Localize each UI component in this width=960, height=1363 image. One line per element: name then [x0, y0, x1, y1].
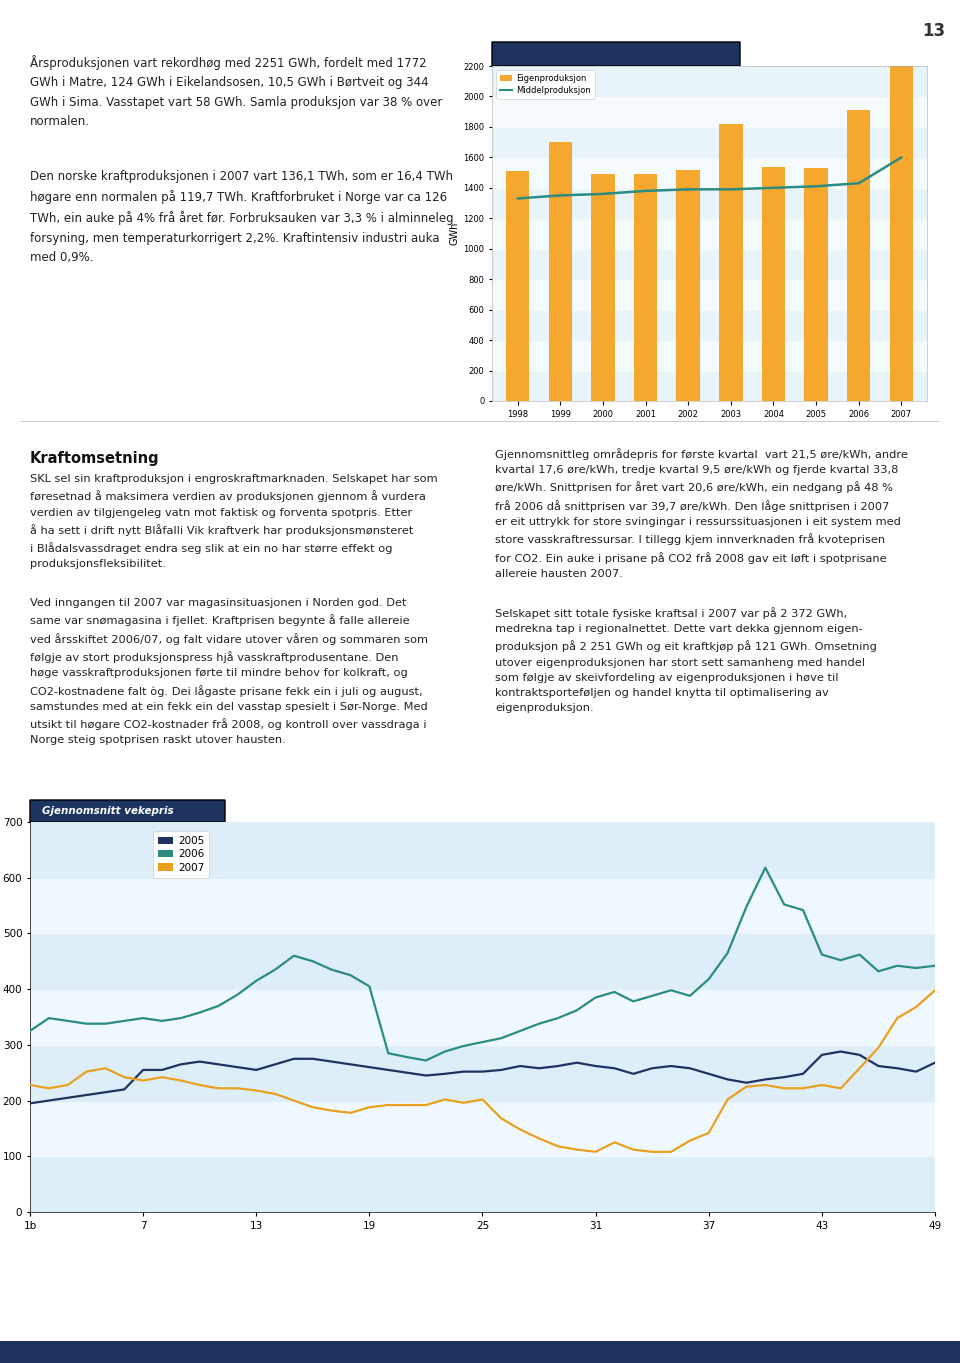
Bar	[677, 169, 700, 401]
Bar	[492, 309, 927, 341]
Bar	[492, 97, 927, 127]
Bar	[804, 168, 828, 401]
FancyBboxPatch shape	[492, 42, 740, 65]
Bar	[30, 990, 935, 1045]
Legend: Eigenproduksjon, Middelproduksjon: Eigenproduksjon, Middelproduksjon	[496, 70, 595, 99]
Bar	[492, 188, 927, 218]
Bar	[562, 142, 564, 401]
Bar	[719, 124, 742, 401]
Text: 13: 13	[922, 22, 945, 40]
Bar	[518, 172, 521, 401]
Bar	[761, 166, 785, 401]
Bar	[492, 341, 927, 371]
Bar	[30, 878, 935, 934]
Bar	[30, 934, 935, 990]
Bar	[492, 65, 927, 97]
Bar	[860, 110, 863, 401]
Text: Gjennomsnitt vekepris: Gjennomsnitt vekepris	[41, 806, 174, 816]
Bar	[775, 166, 778, 401]
Bar	[689, 169, 692, 401]
Bar	[634, 174, 658, 401]
Bar	[847, 110, 871, 401]
Text: Kraftomsetning: Kraftomsetning	[30, 451, 159, 466]
Text: Selskapet sitt totale fysiske kraftsal i 2007 var på 2 372 GWh,
medrekna tap i r: Selskapet sitt totale fysiske kraftsal i…	[495, 607, 876, 713]
Text: SKL sel sin kraftproduksjon i engroskraftmarknaden. Selskapet har som
føresetnad: SKL sel sin kraftproduksjon i engroskraf…	[30, 474, 438, 570]
Bar	[492, 157, 927, 188]
Bar	[30, 1100, 935, 1156]
Bar	[591, 174, 614, 401]
Bar	[492, 279, 927, 309]
Text: Ved inngangen til 2007 var magasinsituasjonen i Norden god. Det
same var snømaga: Ved inngangen til 2007 var magasinsituas…	[30, 598, 428, 746]
Bar	[890, 59, 913, 401]
Bar	[30, 1156, 935, 1212]
Text: Gjennomsnittleg områdepris for første kvartal  vart 21,5 øre/kWh, andre
kvartal : Gjennomsnittleg områdepris for første kv…	[495, 448, 908, 579]
Text: Årsproduksjonen vart rekordhøg med 2251 GWh, fordelt med 1772
GWh i Matre, 124 G: Årsproduksjonen vart rekordhøg med 2251 …	[30, 55, 443, 128]
Bar	[492, 127, 927, 157]
Bar	[647, 174, 649, 401]
Text: Kraftproduksjon for SKL 1998-2007: Kraftproduksjon for SKL 1998-2007	[504, 49, 711, 59]
Bar	[492, 248, 927, 279]
Y-axis label: GWh: GWh	[449, 222, 459, 245]
Text: Den norske kraftproduksjonen i 2007 vart 136,1 TWh, som er 16,4 TWh
høgare enn n: Den norske kraftproduksjonen i 2007 vart…	[30, 170, 454, 264]
Bar	[604, 174, 607, 401]
Bar	[30, 1045, 935, 1100]
Bar	[492, 218, 927, 248]
Bar	[506, 172, 529, 401]
Bar	[902, 59, 905, 401]
Bar	[817, 168, 820, 401]
Bar	[548, 142, 572, 401]
Legend: 2005, 2006, 2007: 2005, 2006, 2007	[153, 831, 209, 878]
Bar	[732, 124, 734, 401]
FancyBboxPatch shape	[30, 800, 225, 822]
Bar	[30, 822, 935, 878]
Bar	[492, 371, 927, 401]
